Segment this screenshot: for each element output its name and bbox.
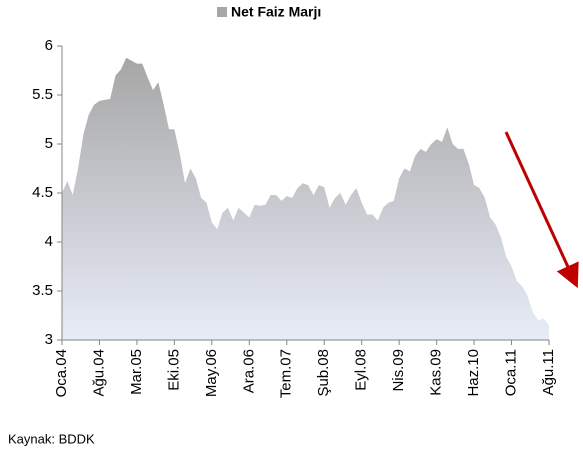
source-note: Kaynak: BDDK <box>8 431 95 446</box>
y-tick-label: 5.5 <box>32 86 53 103</box>
x-tick-label: Eyl.08 <box>353 349 370 391</box>
x-tick-label: May.06 <box>203 349 220 397</box>
x-tick-label: Nis.09 <box>390 349 407 392</box>
x-tick-label: Oca.11 <box>503 349 520 396</box>
x-tick-label: Ara.06 <box>240 349 257 393</box>
x-tick-label: Tem.07 <box>278 349 295 398</box>
x-tick-label: Kas.09 <box>428 349 445 396</box>
y-tick-label: 4 <box>45 233 53 250</box>
x-tick-label: Oca.04 <box>53 349 70 397</box>
y-tick-label: 3 <box>45 331 53 348</box>
x-tick-label: Haz.10 <box>465 349 482 397</box>
x-tick-label: Ağu.11 <box>540 349 557 395</box>
area <box>62 57 549 340</box>
legend-swatch <box>217 7 227 17</box>
x-tick-label: Eki.05 <box>165 349 182 391</box>
trend-arrow <box>504 131 579 289</box>
y-tick-label: 6 <box>45 37 53 54</box>
legend-label: Net Faiz Marjı <box>231 4 321 20</box>
x-tick-label: Ağu.04 <box>90 349 107 397</box>
x-tick-label: Mar.05 <box>128 349 145 395</box>
y-tick-label: 5 <box>45 135 53 152</box>
x-tick-label: Şub.08 <box>315 349 332 397</box>
y-tick-label: 3.5 <box>32 282 53 299</box>
y-tick-label: 4.5 <box>32 184 53 201</box>
